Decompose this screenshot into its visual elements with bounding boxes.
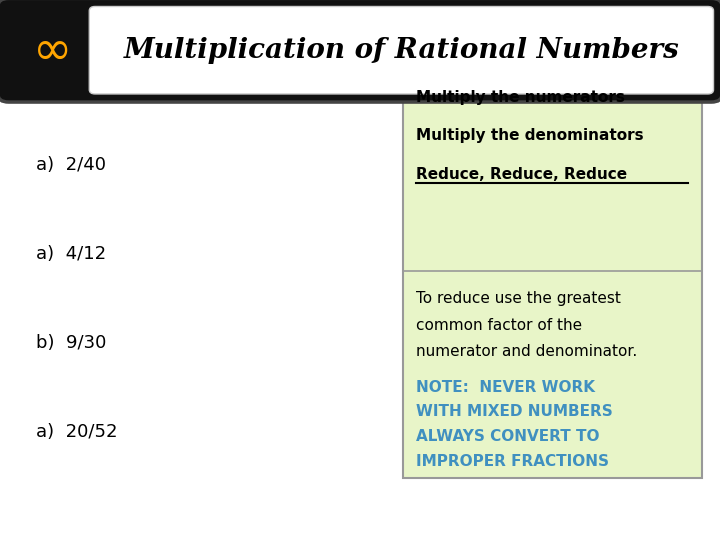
Text: IMPROPER FRACTIONS: IMPROPER FRACTIONS (416, 454, 609, 469)
Text: a)  20/52: a) 20/52 (36, 423, 117, 441)
Text: $\infty$: $\infty$ (32, 28, 68, 73)
FancyBboxPatch shape (89, 6, 714, 94)
Text: WITH MIXED NUMBERS: WITH MIXED NUMBERS (416, 404, 613, 419)
Text: a)  2/40: a) 2/40 (36, 156, 106, 174)
Text: Multiply the numerators: Multiply the numerators (416, 90, 625, 105)
Text: NOTE:  NEVER WORK: NOTE: NEVER WORK (416, 380, 595, 395)
Text: Multiplication of Rational Numbers: Multiplication of Rational Numbers (124, 37, 679, 64)
Text: To reduce use the greatest: To reduce use the greatest (416, 291, 621, 306)
Text: Reduce the following rational numbers:: Reduce the following rational numbers: (36, 80, 380, 98)
Text: ALWAYS CONVERT TO: ALWAYS CONVERT TO (416, 429, 600, 444)
Text: a)  4/12: a) 4/12 (36, 245, 106, 263)
Text: Reduce, Reduce, Reduce: Reduce, Reduce, Reduce (416, 167, 627, 182)
Text: common factor of the: common factor of the (416, 318, 582, 333)
Bar (403, 65, 702, 478)
Text: Multiply the denominators: Multiply the denominators (416, 127, 644, 143)
Text: numerator and denominator.: numerator and denominator. (416, 345, 637, 360)
FancyBboxPatch shape (0, 0, 720, 102)
Text: b)  9/30: b) 9/30 (36, 334, 107, 352)
